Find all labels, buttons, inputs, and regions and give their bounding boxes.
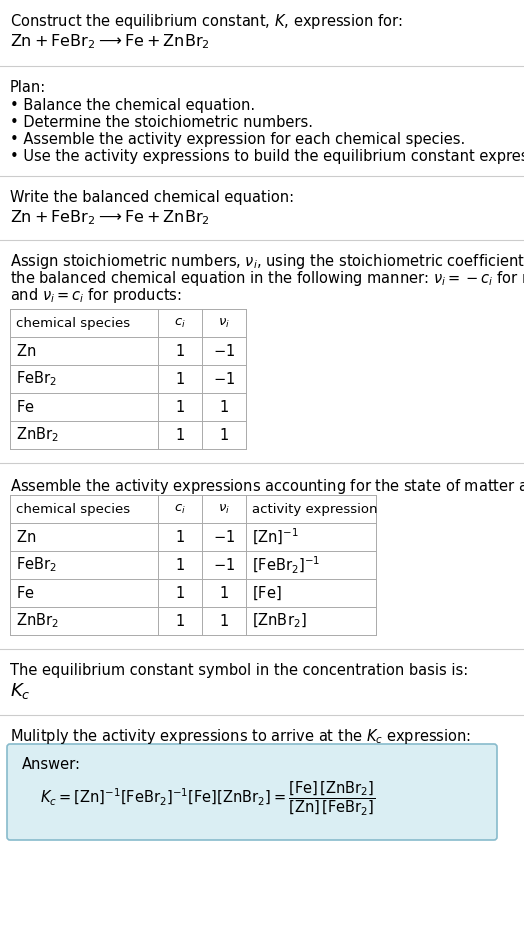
Text: $1$: $1$ xyxy=(219,427,229,443)
Text: 1: 1 xyxy=(176,530,184,545)
Text: chemical species: chemical species xyxy=(16,503,130,515)
Text: $\mathrm{Zn}$: $\mathrm{Zn}$ xyxy=(16,343,36,359)
Text: • Balance the chemical equation.: • Balance the chemical equation. xyxy=(10,98,255,113)
Text: and $\nu_i = c_i$ for products:: and $\nu_i = c_i$ for products: xyxy=(10,286,182,305)
Text: $[\mathrm{ZnBr_2}]$: $[\mathrm{ZnBr_2}]$ xyxy=(252,612,307,630)
Text: $1$: $1$ xyxy=(219,585,229,601)
Text: 1: 1 xyxy=(176,427,184,442)
Text: • Assemble the activity expression for each chemical species.: • Assemble the activity expression for e… xyxy=(10,132,465,147)
Text: $c_i$: $c_i$ xyxy=(174,316,186,329)
Text: 1: 1 xyxy=(176,586,184,601)
Text: Write the balanced chemical equation:: Write the balanced chemical equation: xyxy=(10,190,294,205)
Text: 1: 1 xyxy=(176,613,184,628)
Text: Mulitply the activity expressions to arrive at the $K_c$ expression:: Mulitply the activity expressions to arr… xyxy=(10,727,471,746)
Text: The equilibrium constant symbol in the concentration basis is:: The equilibrium constant symbol in the c… xyxy=(10,663,468,678)
Text: • Use the activity expressions to build the equilibrium constant expression.: • Use the activity expressions to build … xyxy=(10,149,524,164)
Text: 1: 1 xyxy=(176,557,184,572)
Text: Assign stoichiometric numbers, $\nu_i$, using the stoichiometric coefficients, $: Assign stoichiometric numbers, $\nu_i$, … xyxy=(10,252,524,271)
Text: $-1$: $-1$ xyxy=(213,343,235,359)
Text: Assemble the activity expressions accounting for the state of matter and $\nu_i$: Assemble the activity expressions accoun… xyxy=(10,477,524,496)
Text: chemical species: chemical species xyxy=(16,317,130,329)
Text: $c_i$: $c_i$ xyxy=(174,502,186,515)
Text: $\mathrm{Fe}$: $\mathrm{Fe}$ xyxy=(16,399,35,415)
Text: $[\mathrm{Zn}]^{-1}$: $[\mathrm{Zn}]^{-1}$ xyxy=(252,527,299,547)
Text: $\nu_i$: $\nu_i$ xyxy=(218,502,230,515)
Text: $1$: $1$ xyxy=(219,613,229,629)
Text: $[\mathrm{Fe}]$: $[\mathrm{Fe}]$ xyxy=(252,585,281,602)
Text: $-1$: $-1$ xyxy=(213,371,235,387)
Text: $\mathrm{Zn + FeBr_2 \longrightarrow Fe + ZnBr_2}$: $\mathrm{Zn + FeBr_2 \longrightarrow Fe … xyxy=(10,208,210,227)
Text: $-1$: $-1$ xyxy=(213,557,235,573)
Text: $1$: $1$ xyxy=(219,399,229,415)
Text: Construct the equilibrium constant, $K$, expression for:: Construct the equilibrium constant, $K$,… xyxy=(10,12,402,31)
Text: Plan:: Plan: xyxy=(10,80,46,95)
Text: • Determine the stoichiometric numbers.: • Determine the stoichiometric numbers. xyxy=(10,115,313,130)
Text: $\mathrm{FeBr_2}$: $\mathrm{FeBr_2}$ xyxy=(16,556,57,574)
Text: 1: 1 xyxy=(176,344,184,359)
Text: $K_c$: $K_c$ xyxy=(10,681,30,701)
Text: 1: 1 xyxy=(176,371,184,386)
Text: $\mathrm{ZnBr_2}$: $\mathrm{ZnBr_2}$ xyxy=(16,426,59,444)
Text: $\mathrm{FeBr_2}$: $\mathrm{FeBr_2}$ xyxy=(16,370,57,388)
Text: $\mathrm{ZnBr_2}$: $\mathrm{ZnBr_2}$ xyxy=(16,612,59,630)
Text: $\mathrm{Zn + FeBr_2 \longrightarrow Fe + ZnBr_2}$: $\mathrm{Zn + FeBr_2 \longrightarrow Fe … xyxy=(10,32,210,50)
Text: $\mathrm{Zn}$: $\mathrm{Zn}$ xyxy=(16,529,36,545)
Text: $\nu_i$: $\nu_i$ xyxy=(218,316,230,329)
Text: $\mathrm{Fe}$: $\mathrm{Fe}$ xyxy=(16,585,35,601)
FancyBboxPatch shape xyxy=(7,744,497,840)
Text: $-1$: $-1$ xyxy=(213,529,235,545)
Text: 1: 1 xyxy=(176,400,184,415)
Text: activity expression: activity expression xyxy=(252,503,377,515)
Text: Answer:: Answer: xyxy=(22,757,81,772)
Text: $[\mathrm{FeBr_2}]^{-1}$: $[\mathrm{FeBr_2}]^{-1}$ xyxy=(252,554,320,575)
Text: $K_c = [\mathrm{Zn}]^{-1} [\mathrm{FeBr_2}]^{-1} [\mathrm{Fe}][\mathrm{ZnBr_2}] : $K_c = [\mathrm{Zn}]^{-1} [\mathrm{FeBr_… xyxy=(40,779,375,817)
Text: the balanced chemical equation in the following manner: $\nu_i = -c_i$ for react: the balanced chemical equation in the fo… xyxy=(10,269,524,288)
